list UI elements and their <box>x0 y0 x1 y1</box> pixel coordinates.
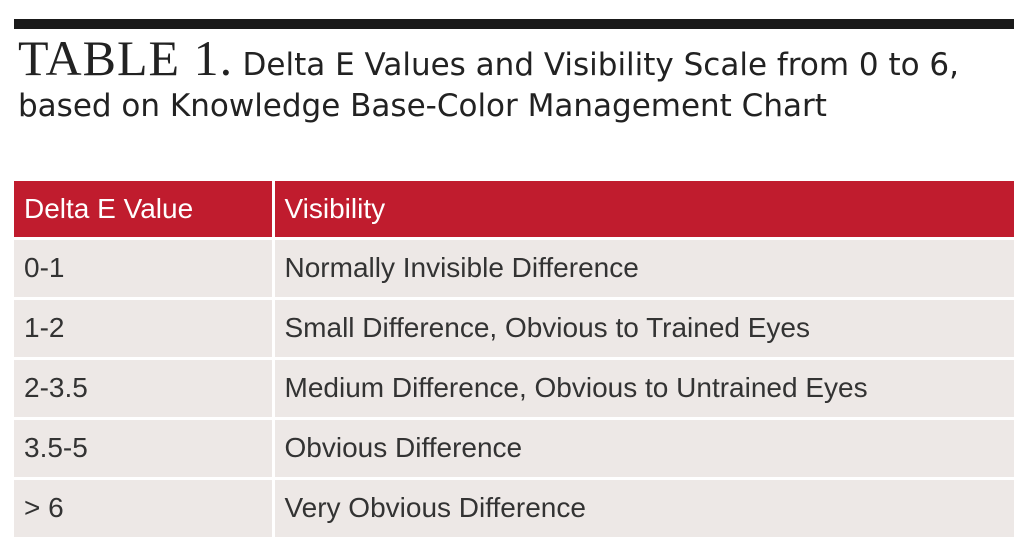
top-rule-divider <box>14 19 1014 29</box>
visibility-cell: Normally Invisible Difference <box>271 236 1014 300</box>
delta-e-value-cell: 0-1 <box>14 236 275 300</box>
table-header: Delta E Value Visibility <box>14 181 1014 240</box>
table-body: 0-1 Normally Invisible Difference 1-2 Sm… <box>14 236 1014 540</box>
column-header-delta-e-value: Delta E Value <box>14 181 275 240</box>
delta-e-value-cell: > 6 <box>14 476 275 540</box>
table-row: 2-3.5 Medium Difference, Obvious to Untr… <box>14 356 1014 420</box>
visibility-cell: Small Difference, Obvious to Trained Eye… <box>271 296 1014 360</box>
visibility-cell: Medium Difference, Obvious to Untrained … <box>271 356 1014 420</box>
header-row: Delta E Value Visibility <box>14 181 1014 240</box>
delta-e-value-cell: 3.5-5 <box>14 416 275 480</box>
visibility-cell: Very Obvious Difference <box>271 476 1014 540</box>
delta-e-table: Delta E Value Visibility 0-1 Normally In… <box>14 181 1014 540</box>
table-caption: TABLE 1. Delta E Values and Visibility S… <box>18 33 1008 126</box>
delta-e-value-cell: 1-2 <box>14 296 275 360</box>
column-header-visibility: Visibility <box>271 181 1014 240</box>
table-row: 1-2 Small Difference, Obvious to Trained… <box>14 296 1014 360</box>
table-row: > 6 Very Obvious Difference <box>14 476 1014 540</box>
table-row: 0-1 Normally Invisible Difference <box>14 236 1014 300</box>
visibility-cell: Obvious Difference <box>271 416 1014 480</box>
table-row: 3.5-5 Obvious Difference <box>14 416 1014 480</box>
table-label: TABLE 1. <box>18 30 234 86</box>
table-description: Delta E Values and Visibility Scale from… <box>18 47 960 124</box>
delta-e-value-cell: 2-3.5 <box>14 356 275 420</box>
